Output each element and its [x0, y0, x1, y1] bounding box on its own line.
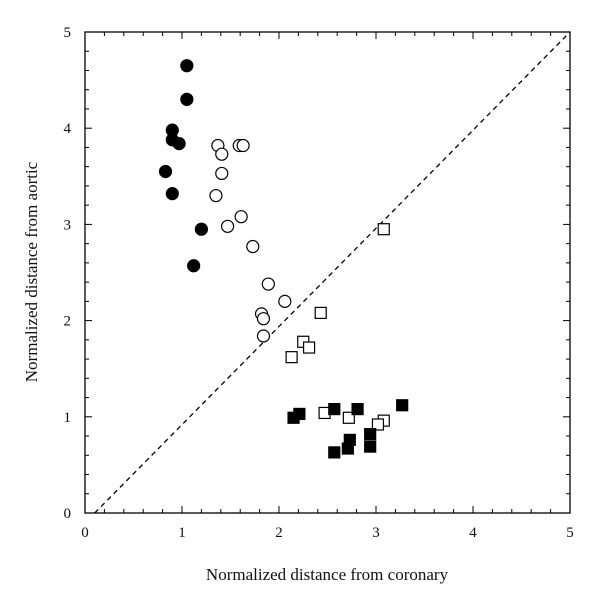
point-open-square	[371, 418, 385, 431]
point-filled-circle	[165, 187, 179, 201]
point-filled-square	[364, 440, 377, 453]
point-filled-circle	[158, 164, 173, 179]
point-open-square	[377, 223, 390, 236]
point-filled-circle	[180, 59, 194, 73]
y-tick-label: 0	[64, 506, 72, 522]
x-tick-label: 3	[372, 525, 380, 541]
reference-line	[94, 31, 571, 514]
y-axis-label: Normalized distance from aortic	[22, 161, 41, 382]
x-axis-label: Normalized distance from coronary	[206, 565, 449, 584]
x-tick-label: 2	[275, 525, 283, 541]
point-filled-circle	[194, 222, 208, 236]
point-filled-circle	[180, 92, 194, 106]
point-filled-square	[328, 403, 341, 416]
y-tick-label: 1	[64, 410, 72, 426]
point-open-circle	[246, 239, 260, 254]
point-filled-square	[364, 428, 377, 441]
y-tick-label: 4	[64, 121, 72, 137]
x-tick-label: 1	[178, 525, 186, 541]
point-filled-square	[341, 442, 354, 455]
data-points	[158, 59, 409, 459]
y-tick-label: 2	[64, 314, 72, 330]
x-tick-label: 0	[81, 525, 89, 541]
point-open-circle	[209, 188, 223, 203]
point-open-circle	[256, 329, 271, 343]
x-tick-label: 4	[469, 525, 477, 541]
y-tick-label: 5	[64, 25, 72, 41]
point-open-square	[314, 306, 327, 320]
point-open-square	[302, 341, 316, 354]
point-open-circle	[256, 312, 271, 326]
point-open-square	[285, 351, 298, 364]
point-open-circle	[215, 166, 229, 181]
point-open-circle	[220, 219, 235, 233]
tick-labels: 0 1 2 3 4 5 0 1 2 3 4 5	[64, 25, 574, 541]
point-open-circle	[236, 138, 250, 153]
point-filled-square	[293, 407, 306, 421]
point-filled-square	[351, 403, 364, 416]
x-tick-label: 5	[566, 525, 574, 541]
point-filled-square	[328, 446, 341, 459]
axis-ticks	[84, 31, 571, 514]
point-open-circle	[261, 277, 275, 291]
point-open-circle	[278, 294, 292, 308]
y-tick-label: 3	[64, 217, 72, 233]
point-filled-circle	[172, 136, 186, 151]
point-filled-square	[396, 399, 409, 412]
point-open-circle	[215, 147, 229, 161]
point-open-circle	[234, 210, 248, 224]
point-filled-circle	[187, 259, 201, 273]
point-open-square	[342, 411, 355, 424]
plot-frame	[84, 31, 571, 514]
